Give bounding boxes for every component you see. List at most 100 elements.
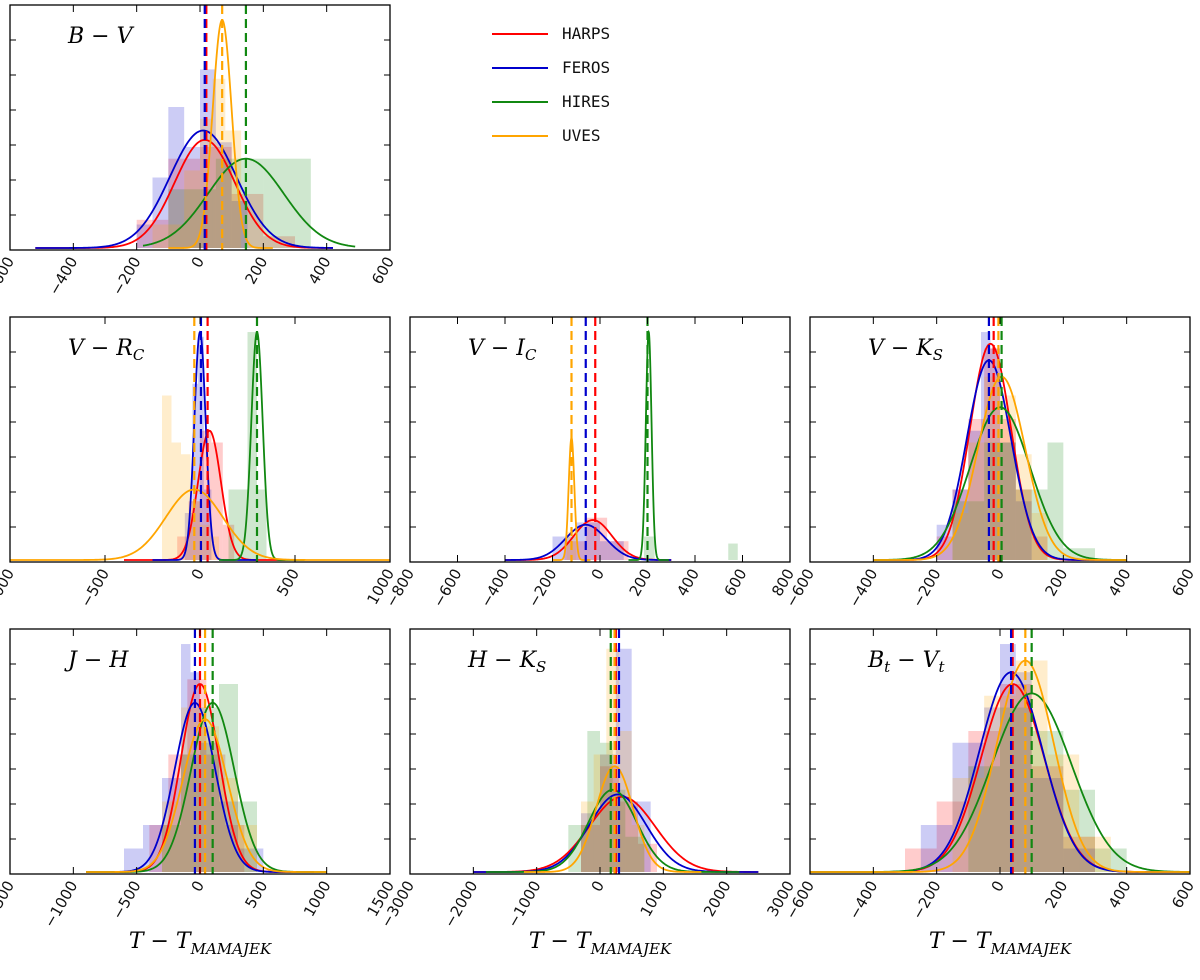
plot-area bbox=[873, 317, 1127, 562]
hist-bar-harps bbox=[968, 419, 985, 560]
hist-bar-hires bbox=[228, 489, 248, 560]
hist-bar-harps bbox=[231, 193, 264, 248]
panel-label: Bt − Vt bbox=[867, 648, 946, 676]
plot-area bbox=[810, 629, 1190, 874]
hist-bar-feros bbox=[124, 848, 143, 872]
x-tick-label: 400 bbox=[1105, 566, 1135, 600]
hist-bar-uves bbox=[181, 454, 191, 560]
x-tick-label: 500 bbox=[241, 878, 271, 912]
panel-label: B − V bbox=[67, 24, 135, 49]
hist-bar-uves bbox=[212, 78, 226, 248]
hist-bar-harps bbox=[206, 754, 226, 872]
hist-bar-harps bbox=[581, 825, 600, 872]
x-tick-label: 400 bbox=[673, 566, 703, 600]
x-tick-label: 1000 bbox=[300, 878, 335, 920]
legend-label-feros: FEROS bbox=[562, 58, 610, 77]
hist-bar-hires bbox=[587, 731, 600, 872]
panel-B-V: −600 −400 −200 0 200 400 600 B − V bbox=[0, 4, 398, 299]
hist-bar-hires bbox=[728, 543, 738, 560]
plot-area bbox=[473, 629, 759, 874]
hist-bar-feros bbox=[990, 348, 1000, 560]
hist-bar-hires bbox=[1047, 442, 1064, 560]
hist-bar-harps bbox=[177, 536, 189, 560]
hist-bar-uves bbox=[200, 524, 210, 560]
hist-bar-harps bbox=[1015, 489, 1032, 560]
x-tick-label: 400 bbox=[1105, 878, 1135, 912]
x-tick-label: 600 bbox=[368, 254, 398, 288]
hist-bar-feros bbox=[600, 541, 624, 560]
fit-curve-feros bbox=[152, 330, 257, 561]
x-tick-label: 0 bbox=[188, 566, 208, 583]
hist-bar-uves bbox=[181, 707, 200, 872]
hist-bar-uves bbox=[184, 170, 200, 248]
legend: HARPS FEROS HIRES UVES bbox=[492, 24, 610, 145]
x-tick-label: −600 bbox=[429, 566, 465, 611]
fit-curve-feros bbox=[35, 129, 334, 249]
panel-label: H − KS bbox=[467, 648, 546, 676]
fit-curve-uves bbox=[873, 375, 1127, 561]
hist-bar-uves bbox=[1031, 513, 1048, 560]
x-tick-label: −400 bbox=[45, 254, 81, 299]
x-tick-label: −400 bbox=[477, 566, 513, 611]
x-tick-label: 200 bbox=[1041, 566, 1071, 600]
hist-bar-hires bbox=[257, 489, 267, 560]
hist-bar-hires bbox=[952, 501, 985, 560]
fit-curve-hires bbox=[873, 406, 1127, 561]
x-tick-label: −1000 bbox=[504, 878, 545, 931]
x-tick-label: −600 bbox=[0, 254, 18, 299]
hist-bar-harps bbox=[564, 541, 586, 560]
x-tick-label: 1000 bbox=[637, 878, 672, 920]
x-tick-label: −500 bbox=[77, 566, 113, 611]
hist-bar-uves bbox=[200, 726, 219, 872]
x-tick-label: −200 bbox=[524, 566, 560, 611]
panel-label: V − KS bbox=[868, 336, 943, 364]
hist-bar-feros bbox=[203, 489, 212, 560]
hist-bar-harps bbox=[585, 517, 608, 560]
x-tick-label: 400 bbox=[305, 254, 335, 288]
x-axis-label: T − TMAMAJEK bbox=[129, 929, 272, 958]
x-tick-label: 600 bbox=[1168, 566, 1198, 600]
hist-bar-hires bbox=[1031, 731, 1064, 872]
hist-bar-hires bbox=[238, 801, 257, 872]
x-tick-label: −200 bbox=[908, 878, 944, 923]
x-tick-label: 0 bbox=[188, 878, 208, 895]
x-tick-label: 600 bbox=[1168, 878, 1198, 912]
hist-bar-harps bbox=[211, 442, 223, 560]
x-axis-label: T − TMAMAJEK bbox=[529, 929, 672, 958]
hist-bar-feros bbox=[981, 332, 991, 560]
x-tick-label: 2000 bbox=[700, 878, 735, 920]
hist-bar-feros bbox=[238, 848, 264, 872]
fit-curve-uves bbox=[168, 19, 273, 249]
hist-bar-hires bbox=[219, 684, 238, 872]
x-tick-label: −2000 bbox=[440, 878, 481, 931]
hist-bar-uves bbox=[1047, 754, 1080, 872]
x-tick-label: 0 bbox=[588, 878, 608, 895]
fit-curve-uves bbox=[524, 765, 702, 873]
hist-bar-uves bbox=[606, 648, 619, 872]
x-tick-label: −500 bbox=[108, 878, 144, 923]
hist-bar-hires bbox=[625, 836, 645, 872]
hist-bar-uves bbox=[162, 395, 172, 560]
hist-bar-feros bbox=[1015, 672, 1032, 872]
x-tick-label: 0 bbox=[988, 566, 1008, 583]
legend-label-uves: UVES bbox=[562, 126, 601, 145]
hist-bar-feros bbox=[1063, 848, 1095, 872]
x-tick-label: 0 bbox=[188, 254, 208, 271]
plot-area bbox=[35, 5, 356, 250]
fit-curve-feros bbox=[505, 523, 672, 561]
panel-label: J − H bbox=[64, 648, 129, 673]
legend-label-harps: HARPS bbox=[562, 24, 610, 43]
panel-label: V − RC bbox=[68, 336, 145, 364]
hist-bar-uves bbox=[219, 778, 238, 872]
x-tick-label: −200 bbox=[908, 566, 944, 611]
hist-bar-hires bbox=[643, 536, 655, 560]
fit-curve-uves bbox=[86, 718, 327, 873]
hist-bar-feros bbox=[184, 146, 200, 248]
x-tick-label: −1000 bbox=[40, 878, 81, 931]
hist-bar-uves bbox=[952, 513, 969, 560]
